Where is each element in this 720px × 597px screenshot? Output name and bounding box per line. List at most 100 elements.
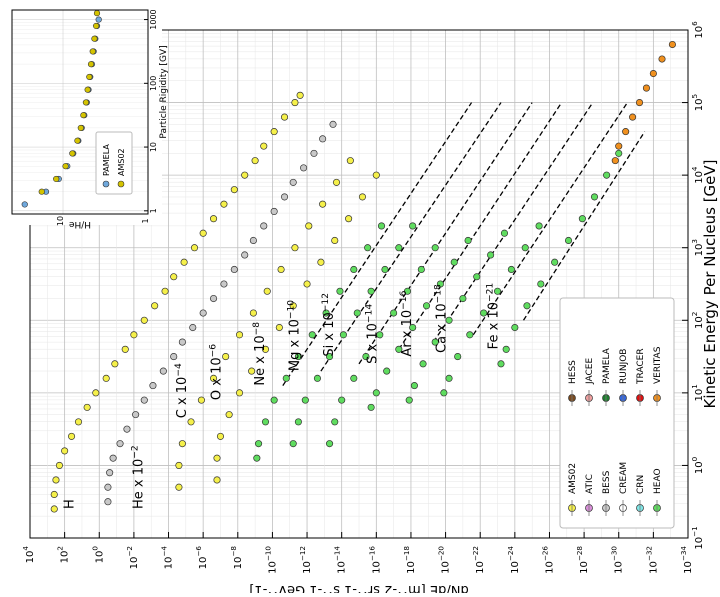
y-tick-label: 100 — [90, 546, 105, 564]
data-point — [331, 236, 339, 245]
series-label: C x 10−4 — [174, 363, 190, 418]
data-point — [209, 215, 218, 223]
inset-y-axis-label: H/He — [68, 219, 91, 229]
data-point — [216, 432, 225, 440]
fit-line — [320, 102, 502, 372]
data-point — [175, 483, 183, 491]
series-label: Ca x 10−18 — [434, 284, 450, 353]
data-point — [301, 396, 309, 404]
inset-data-point — [84, 86, 91, 93]
data-point — [409, 222, 417, 230]
data-point — [326, 353, 334, 361]
data-point — [445, 374, 453, 382]
data-point — [170, 273, 178, 281]
data-point — [235, 331, 244, 339]
data-point — [668, 40, 676, 49]
y-tick-label: 10−6 — [194, 546, 209, 570]
series-group — [104, 120, 337, 506]
series-group — [213, 171, 380, 484]
data-point — [350, 374, 358, 382]
inset-x-tick-label: 10 — [149, 142, 158, 152]
inset-data-point — [69, 150, 76, 157]
y-tick-label: 10−10 — [263, 546, 278, 574]
data-point — [336, 287, 344, 295]
data-point — [493, 287, 502, 295]
data-point — [235, 389, 244, 397]
data-point — [149, 382, 157, 390]
data-point — [249, 236, 257, 245]
y-tick-label: 10−16 — [367, 546, 382, 574]
series-group — [326, 244, 439, 448]
x-tick-label: 101 — [690, 384, 705, 401]
legend-label: HESS — [568, 360, 578, 384]
y-ticks: 10−34 10−32 10−30 10−28 10−26 10−24 10−22 10−20… — [21, 532, 694, 574]
inset-legend-label: PAMELA — [102, 144, 111, 176]
x-axis-label: Kinetic Energy Per Nucleus [GeV] — [701, 159, 719, 408]
data-point — [52, 476, 60, 484]
data-point — [383, 367, 391, 375]
y-tick-label: 10−18 — [402, 546, 417, 574]
data-point — [381, 265, 389, 274]
data-point — [230, 265, 238, 274]
legend-label: RUNJOB — [619, 349, 629, 385]
inset-data-point — [62, 163, 69, 170]
data-point — [280, 113, 289, 121]
series-group — [289, 222, 417, 448]
data-point — [220, 280, 228, 288]
inset-series — [38, 10, 101, 195]
x-tick-label: 105 — [690, 94, 705, 111]
data-point — [473, 273, 481, 281]
inset-data-point — [93, 22, 100, 30]
legend-label: CRN — [636, 475, 646, 494]
data-point — [410, 382, 418, 390]
inset-data-point — [74, 137, 81, 144]
data-point — [319, 200, 327, 208]
data-point — [405, 396, 413, 404]
legend-label: PAMELA — [602, 347, 612, 384]
data-point — [275, 323, 283, 332]
inset-x-tick-label: 1 — [149, 208, 158, 213]
data-point — [289, 302, 297, 310]
data-point — [253, 454, 261, 462]
legend: AMS02 ATIC BESS CREAM CRN HEAO HESS JACEE PAMELA… — [559, 297, 675, 529]
legend-label: HEAO — [653, 468, 663, 494]
inset-y-tick-label: 10 — [56, 216, 65, 226]
y-tick-label: 10−2 — [125, 546, 140, 569]
data-point — [332, 178, 341, 186]
data-point — [590, 193, 599, 201]
data-point — [339, 331, 347, 339]
data-point — [261, 345, 270, 353]
data-point — [199, 309, 207, 317]
data-point — [209, 294, 218, 303]
y-tick-label: 10−24 — [506, 546, 521, 574]
data-point — [480, 309, 488, 317]
inset-data-point — [91, 35, 98, 42]
series-group — [175, 157, 354, 491]
data-point — [310, 149, 318, 157]
data-point — [578, 215, 586, 223]
inset-legend-marker — [102, 180, 110, 188]
y-tick-label: 10−14 — [333, 546, 348, 574]
series-label: O x 10−6 — [208, 344, 224, 400]
inset-background — [0, 0, 162, 225]
data-point — [622, 128, 630, 136]
data-point — [241, 171, 249, 179]
data-point — [270, 207, 278, 215]
data-point — [390, 309, 398, 317]
legend-label: JACEE — [585, 358, 595, 385]
data-point — [61, 447, 69, 455]
data-point — [537, 280, 545, 288]
series-group — [253, 222, 386, 462]
inset-x-tick-label: 1000 — [149, 9, 158, 29]
y-tick-label: 10−26 — [540, 546, 555, 574]
data-point — [466, 331, 474, 339]
inset-frame — [11, 9, 149, 215]
y-tick-label: 10−30 — [610, 546, 625, 574]
data-point — [329, 120, 337, 128]
data-point — [436, 280, 444, 288]
x-tick-label: 104 — [690, 166, 705, 184]
data-point — [159, 367, 167, 375]
inset-y-tick-label: 1 — [141, 218, 150, 223]
series-group — [50, 91, 304, 513]
inset-data-point — [38, 188, 45, 195]
